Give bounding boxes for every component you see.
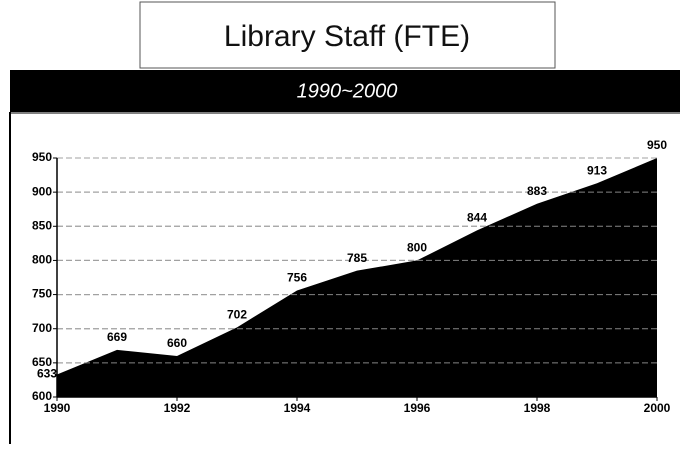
chart-title: Library Staff (FTE) [224, 20, 470, 53]
value-label: 669 [107, 330, 127, 344]
value-label: 660 [167, 336, 187, 350]
value-label: 702 [227, 308, 247, 322]
title-box [139, 1, 556, 69]
chart-subtitle: 1990~2000 [297, 80, 398, 102]
value-label: 785 [347, 251, 367, 265]
x-tick-label: 1990 [44, 401, 71, 415]
y-tick-label: 650 [32, 355, 52, 369]
y-tick-label: 850 [32, 218, 52, 232]
area [57, 158, 657, 397]
value-label: 844 [467, 211, 487, 225]
value-label: 883 [527, 184, 547, 198]
y-tick-label: 600 [32, 389, 52, 403]
y-tick-label: 900 [32, 184, 52, 198]
y-tick-label: 700 [32, 321, 52, 335]
y-tick-label: 950 [32, 150, 52, 164]
x-tick-label: 1994 [284, 401, 311, 415]
value-label: 800 [407, 241, 427, 255]
x-tick-label: 1996 [404, 401, 431, 415]
x-tick-label: 1998 [524, 401, 551, 415]
value-label: 633 [37, 367, 57, 381]
value-label: 756 [287, 271, 307, 285]
value-label: 913 [587, 163, 607, 177]
x-tick-label: 1992 [164, 401, 191, 415]
y-tick-label: 800 [32, 253, 52, 267]
y-tick-label: 750 [32, 287, 52, 301]
x-tick-label: 2000 [644, 401, 671, 415]
value-label: 950 [647, 138, 667, 152]
subtitle-band [10, 70, 680, 112]
